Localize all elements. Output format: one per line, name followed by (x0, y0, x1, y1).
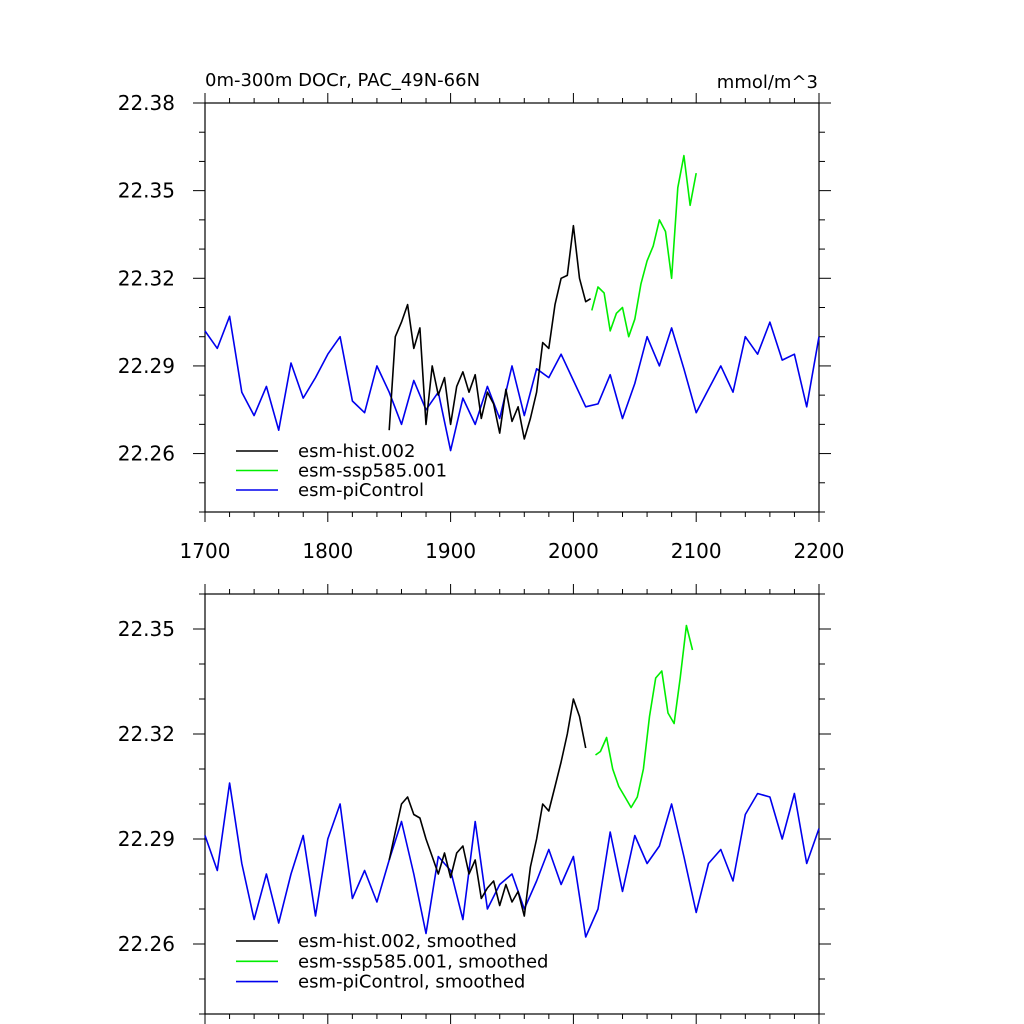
y-tick-label: 22.35 (118, 179, 175, 203)
y-tick-label: 22.26 (118, 442, 175, 466)
y-tick-label: 22.29 (118, 354, 175, 378)
series-line-esm-ssp585-001 (591, 154, 697, 338)
bottom-ticks: 22.26 22.29 22.32 22.35 (118, 584, 831, 1024)
x-tick-label: 2100 (671, 539, 722, 563)
units-label: mmol/m^3 (717, 72, 818, 93)
y-tick-label: 22.32 (118, 722, 175, 746)
x-tick-label: 1800 (302, 539, 353, 563)
top-panel: 0m-300m DOCr, PAC_49N-66N mmol/m^3 22.26… (118, 70, 845, 563)
y-tick-label: 22.26 (118, 932, 175, 956)
legend-label: esm-piControl (298, 480, 424, 501)
legend-label: esm-ssp585.001, smoothed (298, 951, 548, 972)
legend-label: esm-ssp585.001 (298, 461, 447, 482)
x-tick-label: 1900 (425, 539, 476, 563)
chart-title: 0m-300m DOCr, PAC_49N-66N (205, 70, 480, 91)
bottom-series-group (204, 624, 820, 938)
y-tick-label: 22.35 (118, 617, 175, 641)
x-tick-label: 2000 (548, 539, 599, 563)
y-tick-label: 22.29 (118, 827, 175, 851)
series-line-esm-picontrol-smoothed (204, 782, 820, 938)
legend-label: esm-piControl, smoothed (298, 972, 525, 993)
y-tick-label: 22.32 (118, 266, 175, 290)
top-series-group (204, 154, 820, 452)
x-tick-label: 2200 (794, 539, 845, 563)
series-line-esm-hist-002 (388, 224, 592, 440)
legend-label: esm-hist.002 (298, 441, 415, 462)
x-tick-label: 1700 (180, 539, 231, 563)
legend-label: esm-hist.002, smoothed (298, 931, 517, 952)
y-tick-label: 22.38 (118, 91, 175, 115)
top-ticks: 22.26 22.29 22.32 22.35 22.38 1700 1800 1900 200… (118, 91, 845, 563)
series-line-esm-ssp585-001-smoothed (595, 624, 694, 809)
series-line-esm-picontrol (204, 315, 820, 452)
series-line-esm-hist-002-smoothed (388, 698, 587, 917)
bottom-panel: 22.26 22.29 22.32 22.35 esm-hist.002, smoot… (118, 584, 831, 1024)
